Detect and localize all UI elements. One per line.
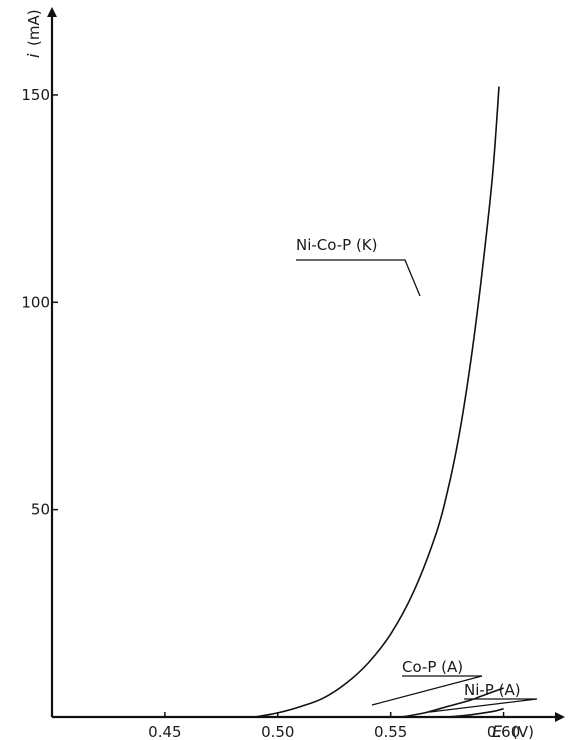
series-label-ni-p-a: Ni-P (A) [429, 681, 538, 713]
series-label-co-p-a: Co-P (A) [371, 658, 483, 706]
series-line-ni-p-a [447, 707, 504, 718]
x-ticks: 0.45 0.50 0.55 0.60 [148, 712, 520, 740]
x-tick-label: 0.55 [374, 723, 407, 740]
leader-line [371, 675, 483, 706]
y-tick-label: 50 [31, 501, 50, 519]
x-tick-label: 0.60 [487, 723, 520, 740]
series-curves [255, 86, 504, 718]
y-axis-label: i [24, 53, 43, 58]
series-line-co-p-a [401, 687, 504, 718]
series-label-text: Ni-P (A) [464, 681, 521, 699]
y-tick-label: 100 [21, 293, 50, 311]
x-axis-unit: (V) [512, 723, 534, 740]
series-label-text: Co-P (A) [402, 658, 463, 676]
x-axis-label: E [492, 722, 503, 740]
x-tick-label: 0.50 [261, 723, 294, 740]
series-labels: Ni-Co-P (K) Co-P (A)Ni-P (A) [296, 236, 538, 713]
plot-area: 0.45 0.50 0.55 0.60 50 100 150 Ni-Co-P (K) Co-… [21, 7, 565, 740]
series-line-ni-co-p-k [255, 86, 500, 718]
series-label-text: Ni-Co-P (K) [296, 236, 378, 254]
y-ticks: 50 100 150 [21, 86, 58, 519]
leader-line [296, 259, 421, 297]
series-label-ni-co-p-k: Ni-Co-P (K) [296, 236, 421, 297]
x-tick-label: 0.45 [148, 723, 181, 740]
y-axis-title: i (mA) [24, 9, 43, 58]
leader-line [429, 698, 538, 713]
y-axis-unit: (mA) [25, 9, 43, 46]
y-tick-label: 150 [21, 86, 50, 104]
